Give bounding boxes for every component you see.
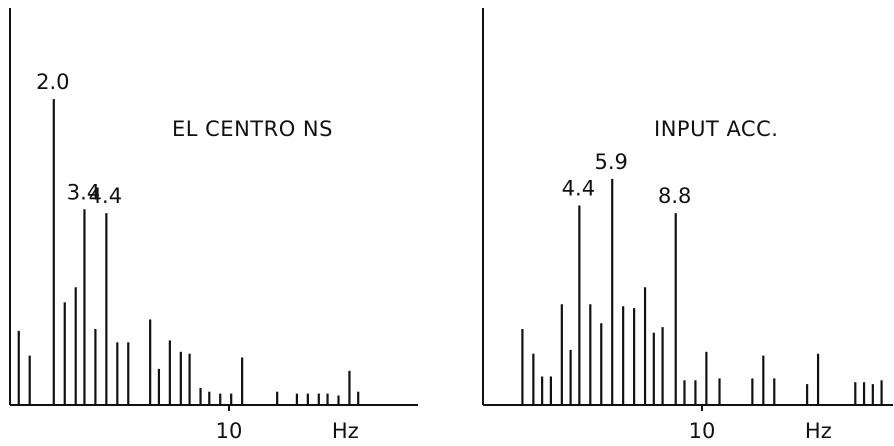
peak-frequency-label: 5.9 — [595, 150, 628, 174]
input-acc-spectrum-panel: INPUT ACC. 10 Hz 4.45.9 8.8 — [482, 8, 893, 443]
peak-frequency-label: 2.0 — [36, 70, 69, 94]
x-tick-label: 10 — [216, 419, 243, 443]
peak-frequency-label: 4.4 — [562, 177, 595, 201]
peak-frequency-label: 3.4 — [67, 180, 100, 204]
x-axis-label: Hz — [805, 419, 832, 443]
peak-frequency-label: 8.8 — [658, 184, 691, 208]
el-centro-title: EL CENTRO NS — [172, 117, 333, 141]
peak-frequency-label: 4.4 — [89, 184, 122, 208]
x-tick-label: 10 — [689, 419, 716, 443]
el-centro-spectrum-panel: EL CENTRO NS 10 Hz 2.0 3.44.4 — [9, 8, 418, 443]
x-axis-label: Hz — [332, 419, 359, 443]
input-acc-title: INPUT ACC. — [654, 117, 778, 141]
